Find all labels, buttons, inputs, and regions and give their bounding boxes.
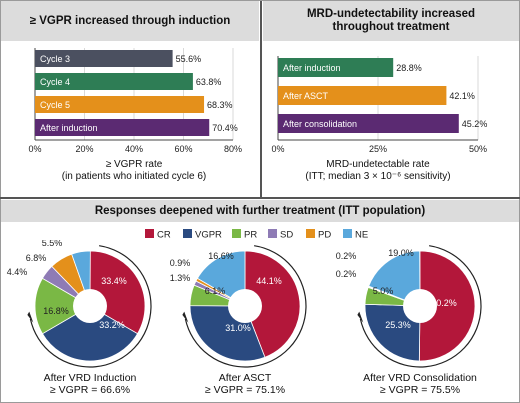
pie3-caption: After VRD Consolidation ≥ VGPR = 75.5%: [335, 372, 505, 396]
pie2-label-pd: 0.9%: [170, 258, 191, 268]
pie1-arrowhead: [27, 311, 34, 323]
vgpr-value-label: 70.4%: [212, 123, 238, 133]
vgpr-bar: [35, 73, 193, 90]
pie2-caption-line2: ≥ VGPR = 75.1%: [204, 384, 286, 397]
pie3-label-vgpr: 25.3%: [385, 320, 411, 330]
mrd-value-label: 45.2%: [462, 119, 488, 129]
pie1-label-sd: 4.4%: [7, 267, 28, 277]
mrd-xlabel: MRD-undetectable rate: [326, 159, 430, 170]
vgpr-bar: [35, 50, 173, 67]
mrd-category-label: After ASCT: [283, 91, 329, 101]
pie1-label-pd: 6.8%: [26, 253, 47, 263]
legend-swatch-sd: [268, 229, 277, 238]
pie3-arrow-arc: [359, 245, 482, 368]
pie2-slice-cr: [244, 250, 301, 358]
pie3-slice-ne: [368, 250, 421, 307]
vgpr-tick-label: 80%: [224, 144, 242, 154]
mrd-value-label: 28.8%: [396, 63, 422, 73]
pie3-label-sd: 0.2%: [336, 269, 357, 279]
vgpr-category-label: Cycle 4: [40, 77, 70, 87]
pie3-label-pr: 5.0%: [373, 286, 394, 296]
pie2-arrow-arc: [184, 245, 307, 368]
mrd-panel-title-text: MRD-undetectability increased throughout…: [306, 7, 476, 33]
vgpr-xlabel: ≥ VGPR rate: [106, 159, 163, 170]
pie1-label-cr: 33.4%: [101, 276, 127, 286]
vgpr-tick-label: 20%: [75, 144, 93, 154]
pie1-caption: After VRD Induction ≥ VGPR = 66.6%: [15, 372, 165, 396]
pie3-arrowhead: [357, 311, 364, 323]
pie1-caption-line1: After VRD Induction: [43, 372, 137, 384]
legend-label-ne: NE: [355, 230, 368, 241]
pie3-label-pd: 0.2%: [336, 251, 357, 261]
legend-swatch-ne: [343, 229, 352, 238]
pie1-slice-pr: [34, 277, 91, 335]
pie2-label-pr: 6.1%: [205, 286, 226, 296]
vgpr-value-label: 68.3%: [207, 100, 233, 110]
pie2-label-cr: 44.1%: [256, 276, 282, 286]
pie1-label-vgpr: 33.2%: [99, 320, 125, 330]
vgpr-value-label: 55.6%: [176, 54, 202, 64]
pie1-label-ne: 5.5%: [42, 240, 63, 248]
response-pie-charts: 33.4% 33.2% 16.8% 4.4% 6.8% 5.5% 44.1% 31.0% 6.1…: [7, 240, 482, 368]
legend-swatch-pd: [306, 229, 315, 238]
pie1-arrow-arc: [29, 245, 152, 368]
pie2-caption: After ASCT ≥ VGPR = 75.1%: [170, 372, 320, 396]
mrd-value-label: 42.1%: [449, 91, 475, 101]
pie2-label-sd: 1.3%: [170, 273, 191, 283]
pie1-label-pr: 16.8%: [43, 306, 69, 316]
pie3-slice-vgpr: [364, 303, 421, 362]
vgpr-tick-label: 0%: [28, 144, 41, 154]
pie2-arrowhead: [182, 311, 189, 323]
pie3-caption-line1: After VRD Consolidation: [363, 372, 477, 384]
legend-label-sd: SD: [280, 230, 293, 241]
vgpr-value-label: 63.8%: [196, 77, 222, 87]
pie3-label-cr: 50.2%: [431, 298, 457, 308]
pie2-slice-ne: [196, 250, 246, 307]
pie2-caption-line1: After ASCT: [218, 372, 272, 384]
pie2-center-hole: [228, 289, 262, 323]
mrd-xlabel-note: (ITT; median 3 × 10⁻⁶ sensitivity): [305, 171, 450, 182]
vgpr-xlabel-note: (in patients who initiated cycle 6): [62, 171, 207, 182]
vgpr-panel-title: ≥ VGPR increased through induction: [1, 1, 259, 41]
mrd-bar: [278, 86, 447, 105]
vgpr-category-label: After induction: [40, 123, 98, 133]
mrd-bar: [278, 58, 394, 77]
mrd-bar-chart: 0% 25% 50% After induction 28.8% After ASCT 42…: [271, 56, 488, 182]
mrd-tick-label: 0%: [271, 144, 284, 154]
pie3-caption-line2: ≥ VGPR = 75.5%: [379, 384, 461, 397]
legend-swatch-cr: [145, 229, 154, 238]
legend-swatch-vgpr: [183, 229, 192, 238]
pie3-label-ne: 19.0%: [388, 248, 414, 258]
pie2-label-ne: 16.6%: [208, 251, 234, 261]
vgpr-bar-chart: 0% 20% 40% 60% 80% Cycle 3 55.6% Cycle 4 63.8% Cy…: [28, 48, 242, 182]
pie1-slice-vgpr: [41, 305, 139, 362]
mrd-panel-title: MRD-undetectability increased throughout…: [263, 1, 519, 41]
vertical-divider: [260, 1, 262, 197]
mrd-category-label: After consolidation: [283, 119, 357, 129]
mrd-bar: [278, 114, 459, 133]
vgpr-tick-label: 40%: [125, 144, 143, 154]
vgpr-bar: [35, 119, 210, 136]
responses-panel-title: Responses deepened with further treatmen…: [1, 200, 519, 222]
vgpr-category-label: Cycle 3: [40, 54, 70, 64]
pie3-slice-cr: [418, 250, 476, 362]
pie2-label-vgpr: 31.0%: [225, 323, 251, 333]
response-legend: CR VGPR PR SD PD NE: [145, 229, 368, 241]
vgpr-tick-label: 60%: [174, 144, 192, 154]
pie3-center-hole: [403, 289, 437, 323]
mrd-tick-label: 50%: [469, 144, 487, 154]
pie1-center-hole: [73, 289, 107, 323]
vgpr-category-label: Cycle 5: [40, 100, 70, 110]
legend-label-pr: PR: [244, 230, 257, 241]
horizontal-divider: [0, 197, 520, 199]
pie1-caption-line2: ≥ VGPR = 66.6%: [49, 384, 131, 397]
legend-label-pd: PD: [318, 230, 331, 241]
legend-label-cr: CR: [157, 230, 171, 241]
vgpr-bar: [35, 96, 205, 113]
mrd-tick-label: 25%: [369, 144, 387, 154]
mrd-category-label: After induction: [283, 63, 341, 73]
legend-label-vgpr: VGPR: [195, 230, 222, 241]
legend-swatch-pr: [232, 229, 241, 238]
